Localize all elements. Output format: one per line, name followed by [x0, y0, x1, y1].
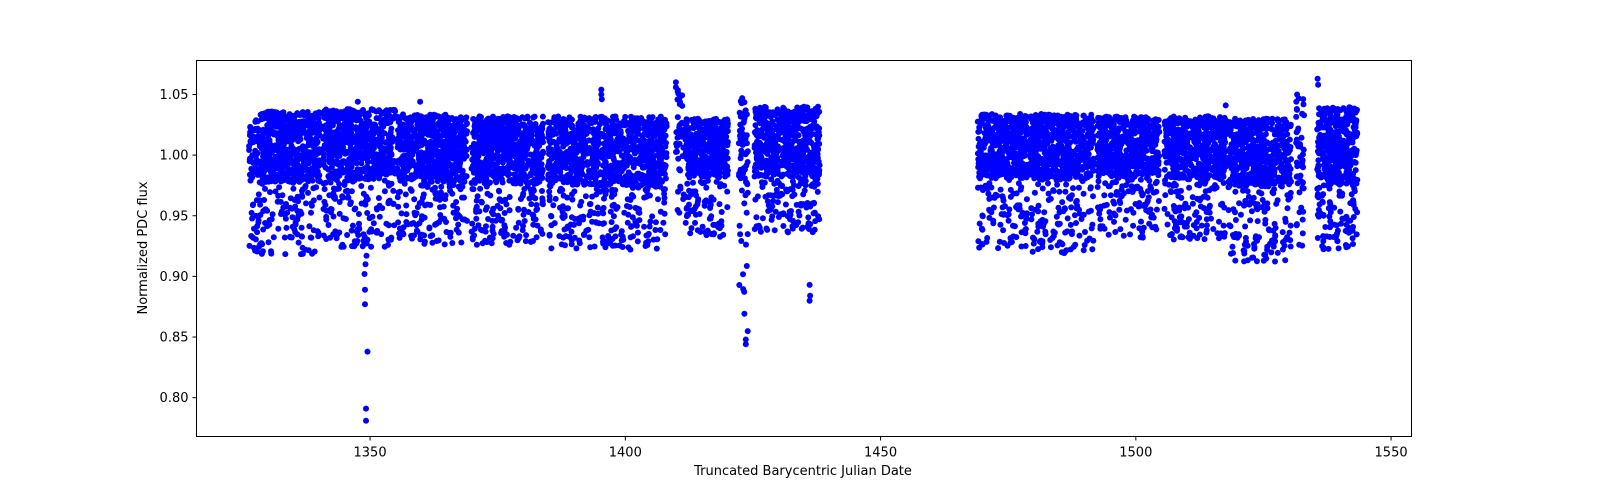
scatter-points	[246, 75, 1361, 424]
y-tick-label: 0.90	[160, 270, 189, 285]
x-tick-label: 1350	[354, 446, 387, 461]
y-tick-label: 0.80	[160, 391, 189, 406]
x-axis: 1350 1400 1450 1500 1550	[354, 436, 1408, 461]
y-tick-label: 1.05	[160, 88, 189, 103]
x-tick-label: 1500	[1119, 446, 1152, 461]
x-tick-label: 1450	[864, 446, 897, 461]
x-axis-label: Truncated Barycentric Julian Date	[693, 464, 912, 479]
plot-area-frame	[196, 60, 1412, 437]
y-tick-label: 0.95	[160, 209, 189, 224]
y-tick-label: 1.00	[160, 149, 189, 164]
y-axis-label: Normalized PDC flux	[136, 181, 151, 314]
x-tick-label: 1400	[609, 446, 642, 461]
y-axis: 0.80 0.85 0.90 0.95 1.00 1.05	[160, 88, 197, 406]
x-tick-label: 1550	[1375, 446, 1408, 461]
y-tick-label: 0.85	[160, 331, 189, 346]
